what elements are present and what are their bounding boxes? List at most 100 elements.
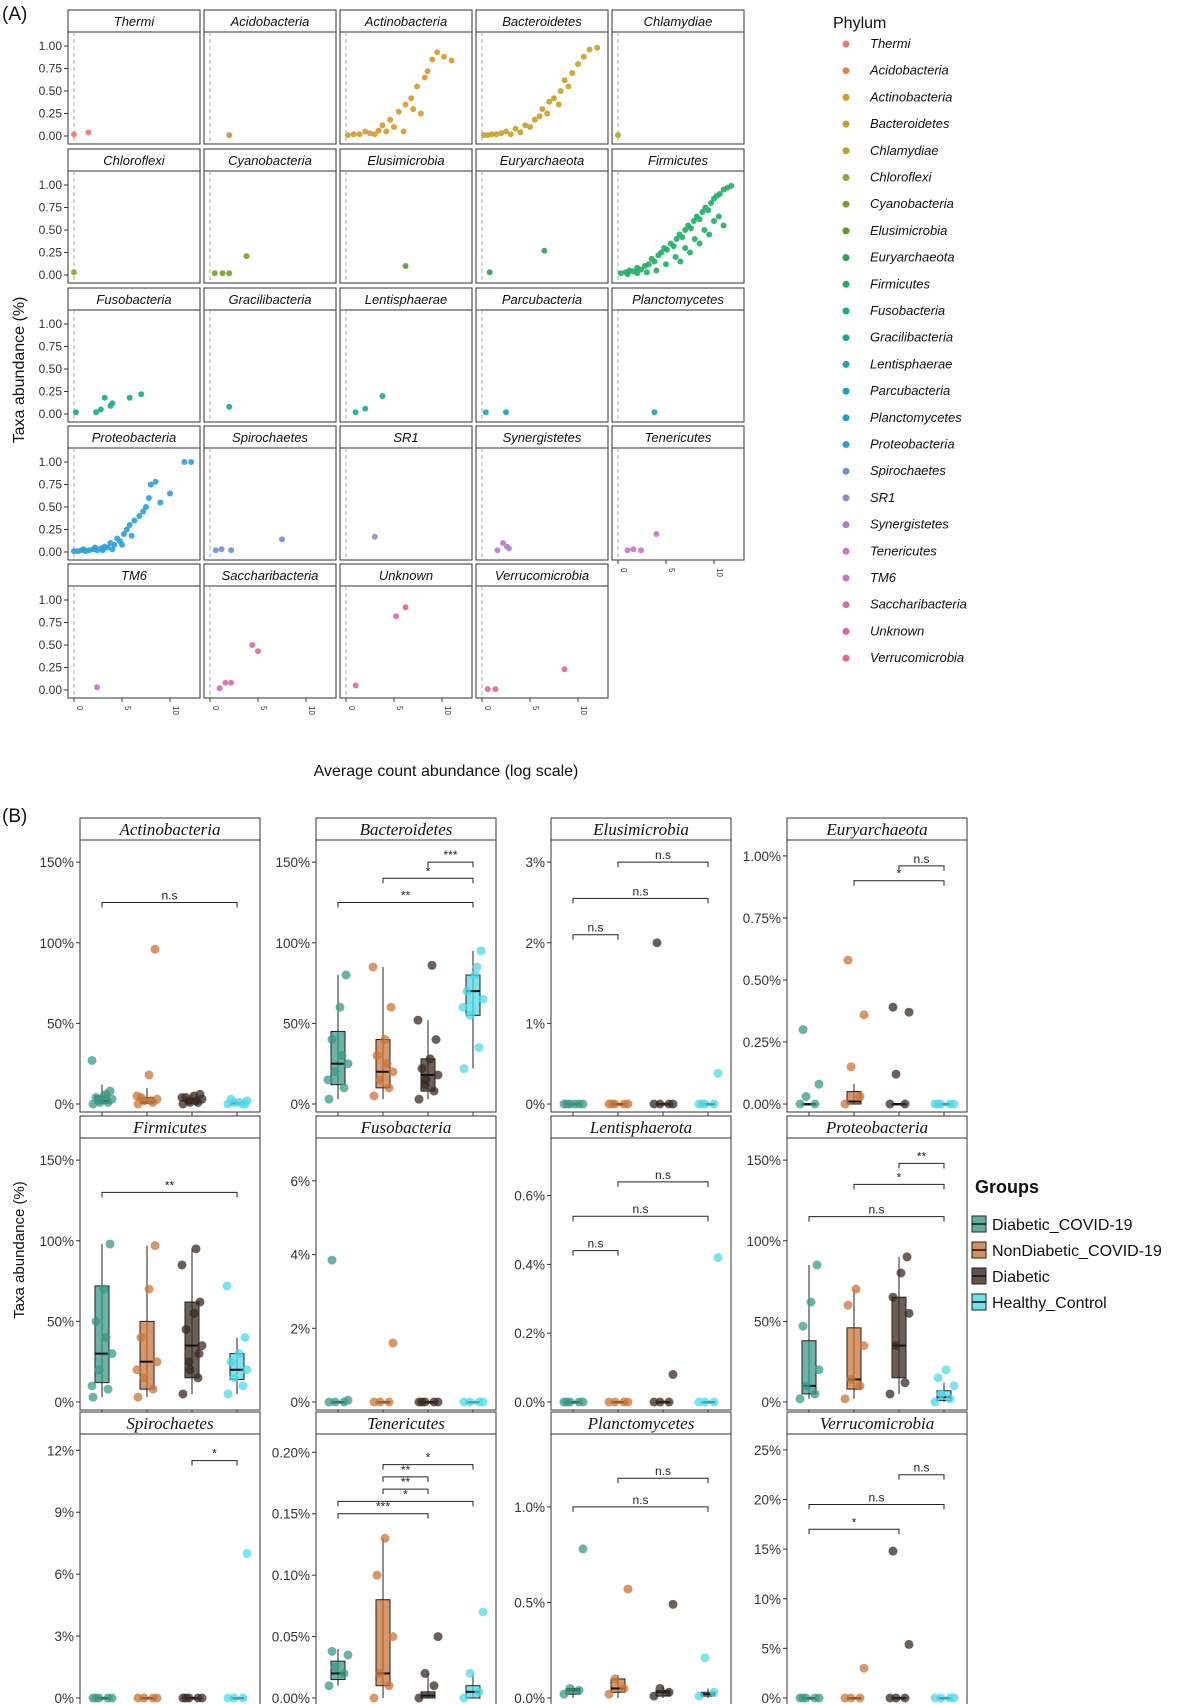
jitter-point xyxy=(150,1241,160,1251)
legend-item-chlamydiae: Chlamydiae xyxy=(842,143,939,158)
facet-plot-area xyxy=(67,31,201,145)
data-point xyxy=(126,522,133,528)
jitter-point xyxy=(177,1093,187,1103)
legend-label: Diabetic_COVID-19 xyxy=(992,1217,1133,1234)
legend-item-acidobacteria: Acidobacteria xyxy=(842,63,949,78)
y-tick-label: 150% xyxy=(746,1153,781,1168)
data-point xyxy=(634,270,641,277)
jitter-point xyxy=(891,1693,901,1703)
data-point xyxy=(145,495,152,501)
legend-item-nondiabetic-covid-19: NonDiabetic_COVID-19 xyxy=(971,1241,1162,1260)
group-diabetic-covid-19 xyxy=(88,1693,117,1703)
jitter-point xyxy=(375,1397,385,1407)
significance-bracket: ** xyxy=(337,888,474,908)
data-point xyxy=(551,95,557,102)
data-point xyxy=(672,254,679,260)
facet-plot-area xyxy=(339,31,473,145)
y-tick-label: 0.25 xyxy=(39,661,63,675)
jitter-point xyxy=(132,1091,142,1101)
facet-spirochaetes: Spirochaetes xyxy=(203,425,337,561)
bracket-line xyxy=(617,861,709,868)
facet-title: Actinobacteria xyxy=(364,14,447,29)
facet-title: Actinobacteria xyxy=(118,820,220,839)
group-diabetic-covid-19 xyxy=(795,1260,824,1404)
bracket-line xyxy=(808,1504,945,1510)
jitter-point xyxy=(189,1308,199,1318)
data-point xyxy=(228,679,235,686)
data-point xyxy=(138,391,145,398)
significance-bracket: n.s xyxy=(572,884,709,904)
jitter-point xyxy=(429,1086,439,1096)
data-point xyxy=(131,517,138,524)
legend-item-tenericutes: Tenericutes xyxy=(842,543,937,558)
facet-title: Proteobacteria xyxy=(825,1118,928,1137)
group-diabetic-covid-19 xyxy=(324,1255,353,1407)
significance-label: n.s xyxy=(655,1168,671,1182)
jitter-point xyxy=(91,1316,101,1326)
boxplot-facet-spirochaetes: Spirochaetes 0% 3% 6% 9% 12% * xyxy=(47,1411,261,1704)
group-healthy-control xyxy=(694,1068,723,1109)
group-diabetic-covid-19 xyxy=(559,1544,588,1699)
facet-synergistetes: Synergistetes xyxy=(475,425,609,561)
data-point xyxy=(362,128,369,135)
significance-label: n.s xyxy=(655,1464,671,1478)
jitter-point xyxy=(474,1043,484,1053)
jitter-point xyxy=(941,1365,951,1375)
data-point xyxy=(120,531,127,537)
legend-swatch xyxy=(842,280,850,288)
data-point xyxy=(94,684,101,691)
group-diabetic xyxy=(649,1369,678,1407)
legend-swatch xyxy=(842,360,850,368)
group-diabetic xyxy=(177,1089,207,1109)
data-point xyxy=(379,393,386,399)
data-point xyxy=(143,504,149,510)
facet-plot-area xyxy=(67,309,201,423)
facet-title: Chloroflexi xyxy=(103,153,166,168)
jitter-point xyxy=(559,1689,569,1699)
y-tick-label: 0.10% xyxy=(272,1568,310,1583)
data-point xyxy=(663,261,669,268)
y-tick-label: 3% xyxy=(525,855,545,870)
y-tick-label: 100% xyxy=(275,936,310,951)
jitter-point xyxy=(337,1051,347,1061)
jitter-point xyxy=(193,1373,203,1383)
y-tick-label: 0.50 xyxy=(39,500,63,514)
legend-label: Parcubacteria xyxy=(870,383,950,398)
jitter-point xyxy=(936,1693,946,1703)
jitter-point xyxy=(223,1389,233,1399)
data-point xyxy=(653,531,660,537)
significance-bracket: ** xyxy=(101,1178,238,1198)
jitter-point xyxy=(859,1010,869,1020)
significance-bracket: * xyxy=(808,1515,900,1535)
facet-title: Verrucomicrobia xyxy=(495,568,589,583)
group-diabetic-covid-19 xyxy=(323,970,353,1104)
legend-swatch xyxy=(842,93,850,101)
jitter-point xyxy=(427,960,437,970)
facet-euryarchaeota: Euryarchaeota xyxy=(475,148,609,284)
jitter-point xyxy=(610,1397,620,1407)
data-point xyxy=(565,83,572,90)
y-tick-label: 0.15% xyxy=(272,1507,310,1522)
significance-bracket: * xyxy=(382,1451,474,1470)
jitter-point xyxy=(222,1281,232,1291)
significance-label: ** xyxy=(401,1463,411,1477)
y-tick-label: 0.4% xyxy=(514,1257,545,1272)
y-tick-label: 0.25 xyxy=(39,246,63,260)
facet-plot-area xyxy=(550,839,732,1113)
legend-label: Diabetic xyxy=(992,1269,1050,1286)
legend-label: Acidobacteria xyxy=(869,63,949,78)
jitter-point xyxy=(843,955,853,965)
data-point xyxy=(673,236,680,242)
legend-label: Actinobacteria xyxy=(869,89,952,104)
group-nondiabetic-covid-19 xyxy=(369,1338,398,1407)
significance-label: ** xyxy=(401,1475,411,1489)
jitter-point xyxy=(904,1639,914,1649)
x-tick-label: 5 xyxy=(667,568,676,573)
data-point xyxy=(216,685,223,692)
data-point xyxy=(109,546,116,553)
legend-item-unknown: Unknown xyxy=(842,623,924,638)
jitter-point xyxy=(945,1394,955,1404)
group-diabetic-covid-19 xyxy=(795,1025,824,1109)
